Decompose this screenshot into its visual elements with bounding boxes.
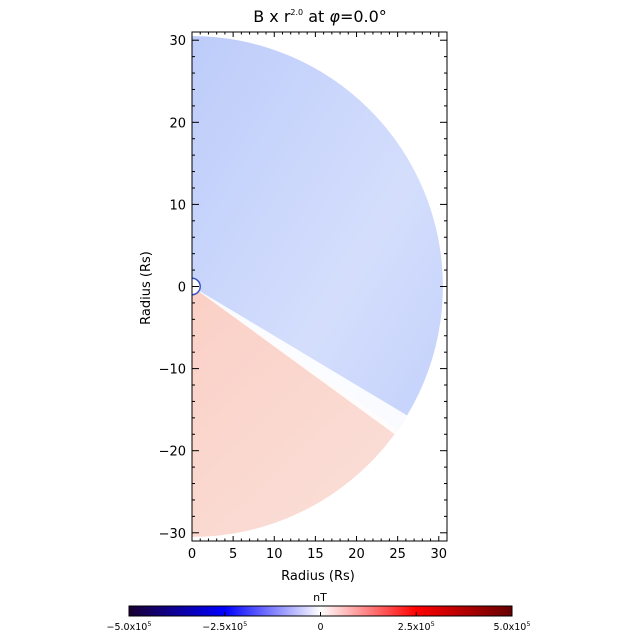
y-tick-label: 20 — [169, 116, 186, 131]
x-axis: 0 5 10 15 20 25 30 — [188, 32, 447, 562]
chart-title: B x r2.0 at φ=0.0° — [253, 7, 387, 26]
x-tick-label: 20 — [348, 547, 365, 562]
x-tick-label: 30 — [431, 547, 448, 562]
x-tick-label: 0 — [188, 547, 196, 562]
y-axis-label: Radius (Rs) — [139, 251, 154, 325]
x-tick-label: 10 — [266, 547, 283, 562]
y-axis: 30 20 10 0 −10 −20 −30 — [159, 34, 447, 542]
x-axis-label: Radius (Rs) — [281, 569, 355, 584]
x-tick-label: 15 — [307, 547, 324, 562]
y-tick-label: 0 — [178, 281, 186, 296]
x-tick-label: 5 — [229, 547, 237, 562]
colorbar-tick-label: 0 — [317, 622, 323, 633]
colorbar-tick-label: −2.5x105 — [202, 620, 247, 633]
y-tick-label: −30 — [159, 527, 186, 542]
colorbar-tick-label: −5.0x105 — [107, 620, 152, 633]
y-tick-label: −20 — [159, 445, 186, 460]
y-tick-label: 10 — [169, 198, 186, 213]
colorbar-ticks: −5.0x105 −2.5x105 0 2.5x105 5.0x105 — [107, 612, 531, 633]
colorbar-label: nT — [313, 591, 327, 604]
y-tick-label: −10 — [159, 363, 186, 378]
x-tick-label: 25 — [389, 547, 406, 562]
y-tick-label: 30 — [169, 34, 186, 49]
colorbar-tick-label: 2.5x105 — [398, 620, 435, 633]
colorbar-tick-label: 5.0x105 — [494, 620, 531, 633]
